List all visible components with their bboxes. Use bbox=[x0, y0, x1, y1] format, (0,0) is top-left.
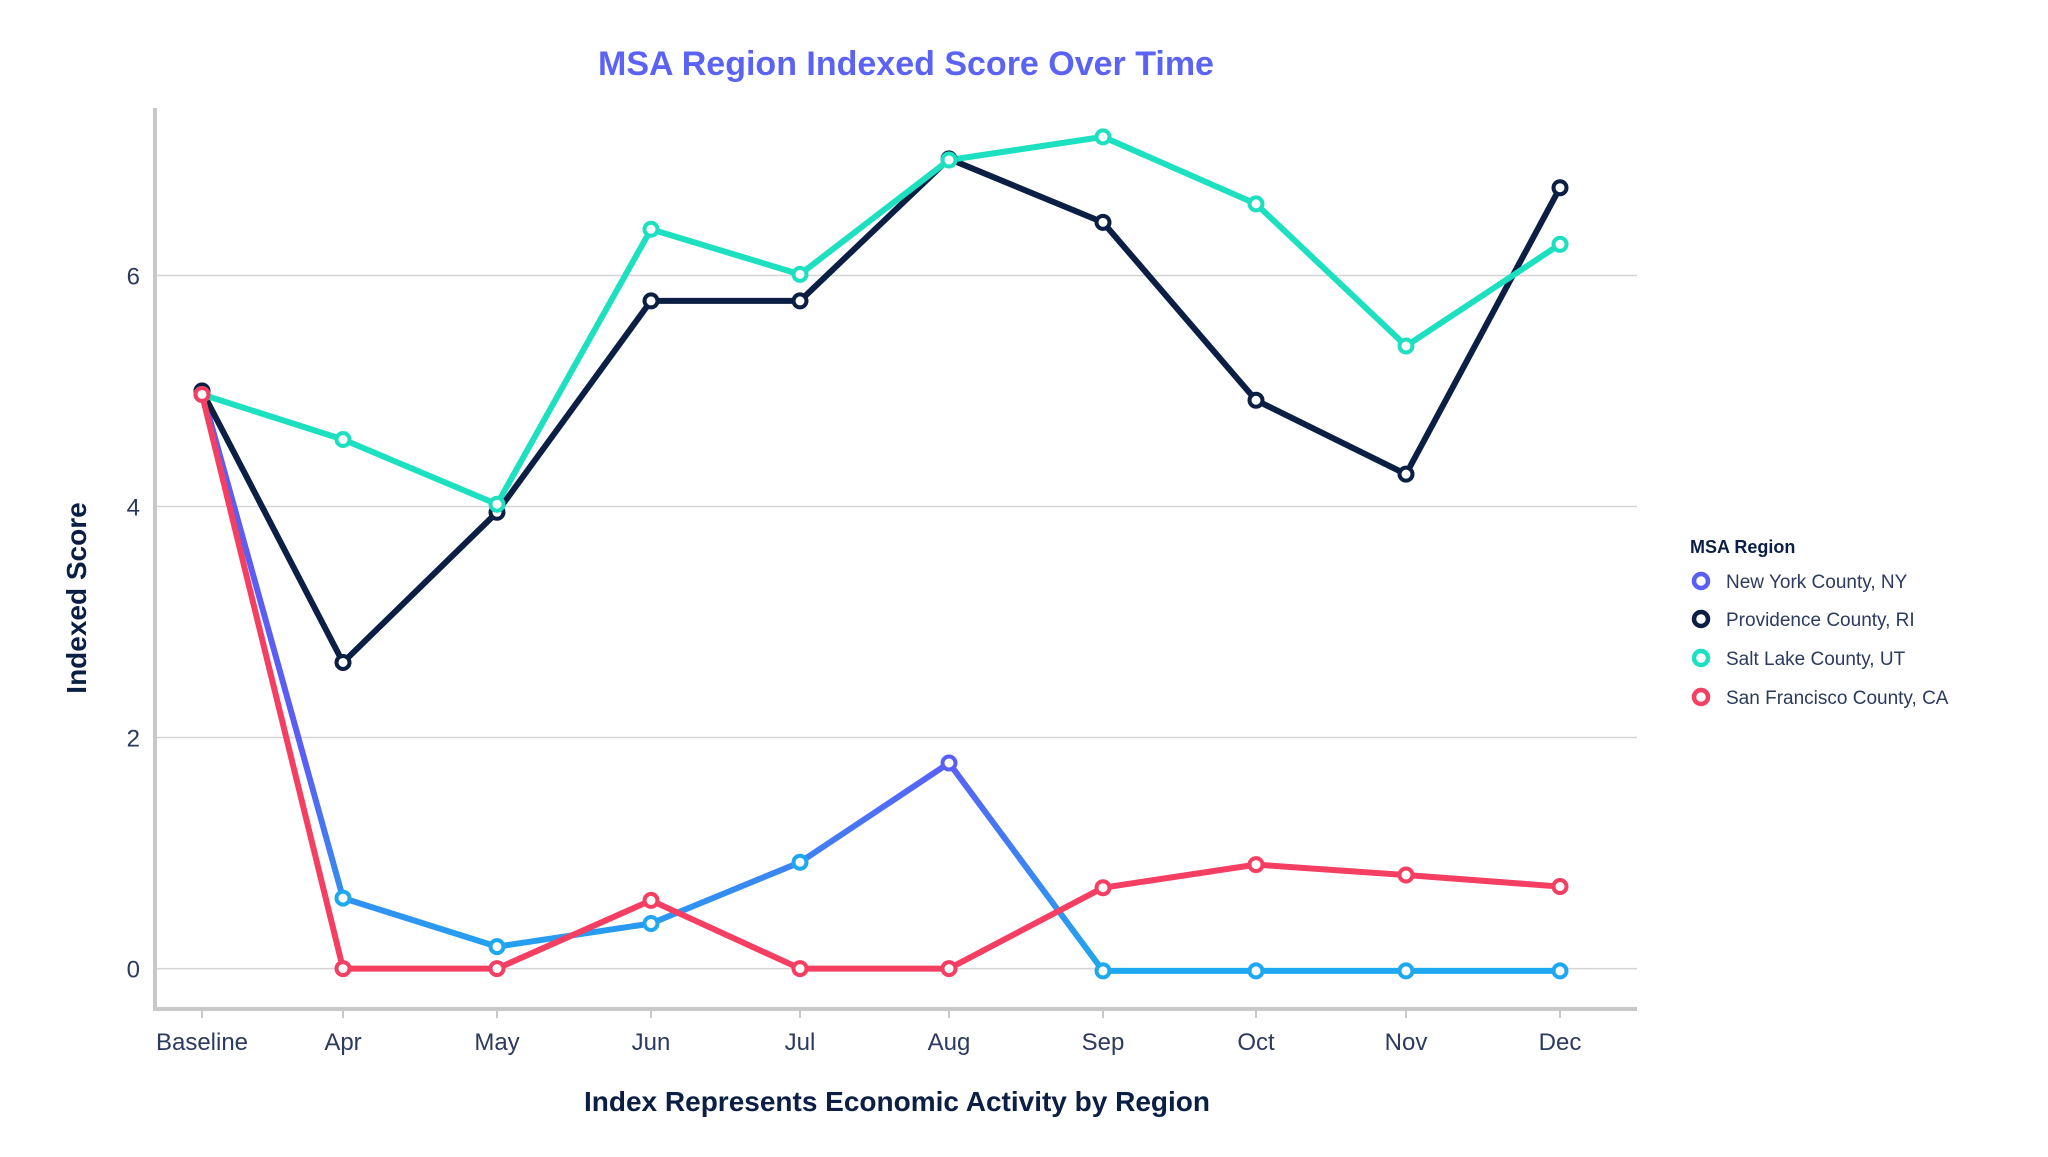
data-point bbox=[1397, 962, 1415, 980]
data-point bbox=[1094, 213, 1112, 231]
x-axis-label: Index Represents Economic Activity by Re… bbox=[584, 1086, 1210, 1117]
data-point bbox=[1551, 235, 1569, 253]
legend-item[interactable]: New York County, NY bbox=[1691, 571, 1908, 593]
data-point bbox=[642, 915, 660, 933]
y-tick-label: 6 bbox=[127, 263, 140, 290]
series-line bbox=[199, 390, 1560, 974]
x-tick-label: May bbox=[474, 1029, 519, 1056]
x-tick-label: Baseline bbox=[156, 1029, 248, 1056]
data-point bbox=[1397, 465, 1415, 483]
x-tick-label: Aug bbox=[928, 1029, 971, 1056]
series-lines bbox=[199, 133, 1563, 974]
legend-marker-icon bbox=[1691, 648, 1711, 668]
series-line bbox=[199, 393, 1561, 972]
data-point bbox=[1247, 195, 1265, 213]
legend-label: Salt Lake County, UT bbox=[1726, 649, 1906, 670]
data-point bbox=[642, 891, 660, 909]
legend-label: San Francisco County, CA bbox=[1726, 688, 1949, 709]
data-point bbox=[334, 431, 352, 449]
data-point bbox=[940, 754, 958, 772]
y-axis-label: Indexed Score bbox=[61, 502, 92, 693]
axes bbox=[153, 108, 1637, 1018]
data-point bbox=[791, 960, 809, 978]
data-point bbox=[1247, 962, 1265, 980]
series-points bbox=[193, 128, 1569, 980]
x-tick-label: Sep bbox=[1082, 1029, 1125, 1056]
chart-title: MSA Region Indexed Score Over Time bbox=[598, 45, 1214, 83]
data-point bbox=[1247, 391, 1265, 409]
y-tick-labels: 0 2 4 6 bbox=[127, 263, 140, 983]
data-point bbox=[1094, 879, 1112, 897]
data-point bbox=[1551, 179, 1569, 197]
data-point bbox=[1094, 128, 1112, 146]
x-tick-label: Dec bbox=[1539, 1029, 1582, 1056]
x-tick-label: Nov bbox=[1385, 1029, 1428, 1056]
x-tick-labels: Baseline Apr May Jun Jul Aug Sep Oct Nov Dec bbox=[156, 1029, 1581, 1056]
x-tick-label: Apr bbox=[324, 1029, 361, 1056]
legend-label: Providence County, RI bbox=[1726, 610, 1915, 631]
data-point bbox=[1094, 962, 1112, 980]
series-line bbox=[199, 155, 1563, 666]
legend-title: MSA Region bbox=[1690, 537, 1795, 557]
x-tick-label: Jul bbox=[785, 1029, 816, 1056]
data-point bbox=[488, 495, 506, 513]
data-point bbox=[1397, 866, 1415, 884]
data-point bbox=[334, 960, 352, 978]
data-point bbox=[488, 960, 506, 978]
series-line bbox=[201, 133, 1562, 508]
data-point bbox=[1397, 337, 1415, 355]
gridlines bbox=[155, 274, 1637, 970]
x-tick-label: Oct bbox=[1237, 1029, 1275, 1056]
legend-marker-icon bbox=[1691, 687, 1711, 707]
y-tick-label: 4 bbox=[127, 495, 140, 522]
data-point bbox=[334, 653, 352, 671]
data-point bbox=[642, 220, 660, 238]
legend: MSA Region New York County, NY Providence… bbox=[1690, 537, 1949, 709]
data-point bbox=[1551, 962, 1569, 980]
y-tick-label: 0 bbox=[127, 957, 140, 984]
legend-item[interactable]: Providence County, RI bbox=[1691, 609, 1915, 631]
legend-marker-icon bbox=[1691, 571, 1711, 591]
data-point bbox=[334, 889, 352, 907]
legend-item[interactable]: San Francisco County, CA bbox=[1691, 687, 1949, 709]
data-point bbox=[940, 151, 958, 169]
data-point bbox=[791, 853, 809, 871]
data-point bbox=[642, 292, 660, 310]
data-point bbox=[1551, 878, 1569, 896]
y-tick-label: 2 bbox=[127, 726, 140, 753]
legend-label: New York County, NY bbox=[1726, 572, 1908, 593]
data-point bbox=[488, 938, 506, 956]
legend-marker-icon bbox=[1691, 609, 1711, 629]
data-point bbox=[940, 960, 958, 978]
data-point bbox=[1247, 856, 1265, 874]
data-point bbox=[193, 385, 211, 403]
data-point bbox=[791, 265, 809, 283]
x-tick-label: Jun bbox=[632, 1029, 671, 1056]
legend-item[interactable]: Salt Lake County, UT bbox=[1691, 648, 1906, 670]
data-point bbox=[791, 292, 809, 310]
